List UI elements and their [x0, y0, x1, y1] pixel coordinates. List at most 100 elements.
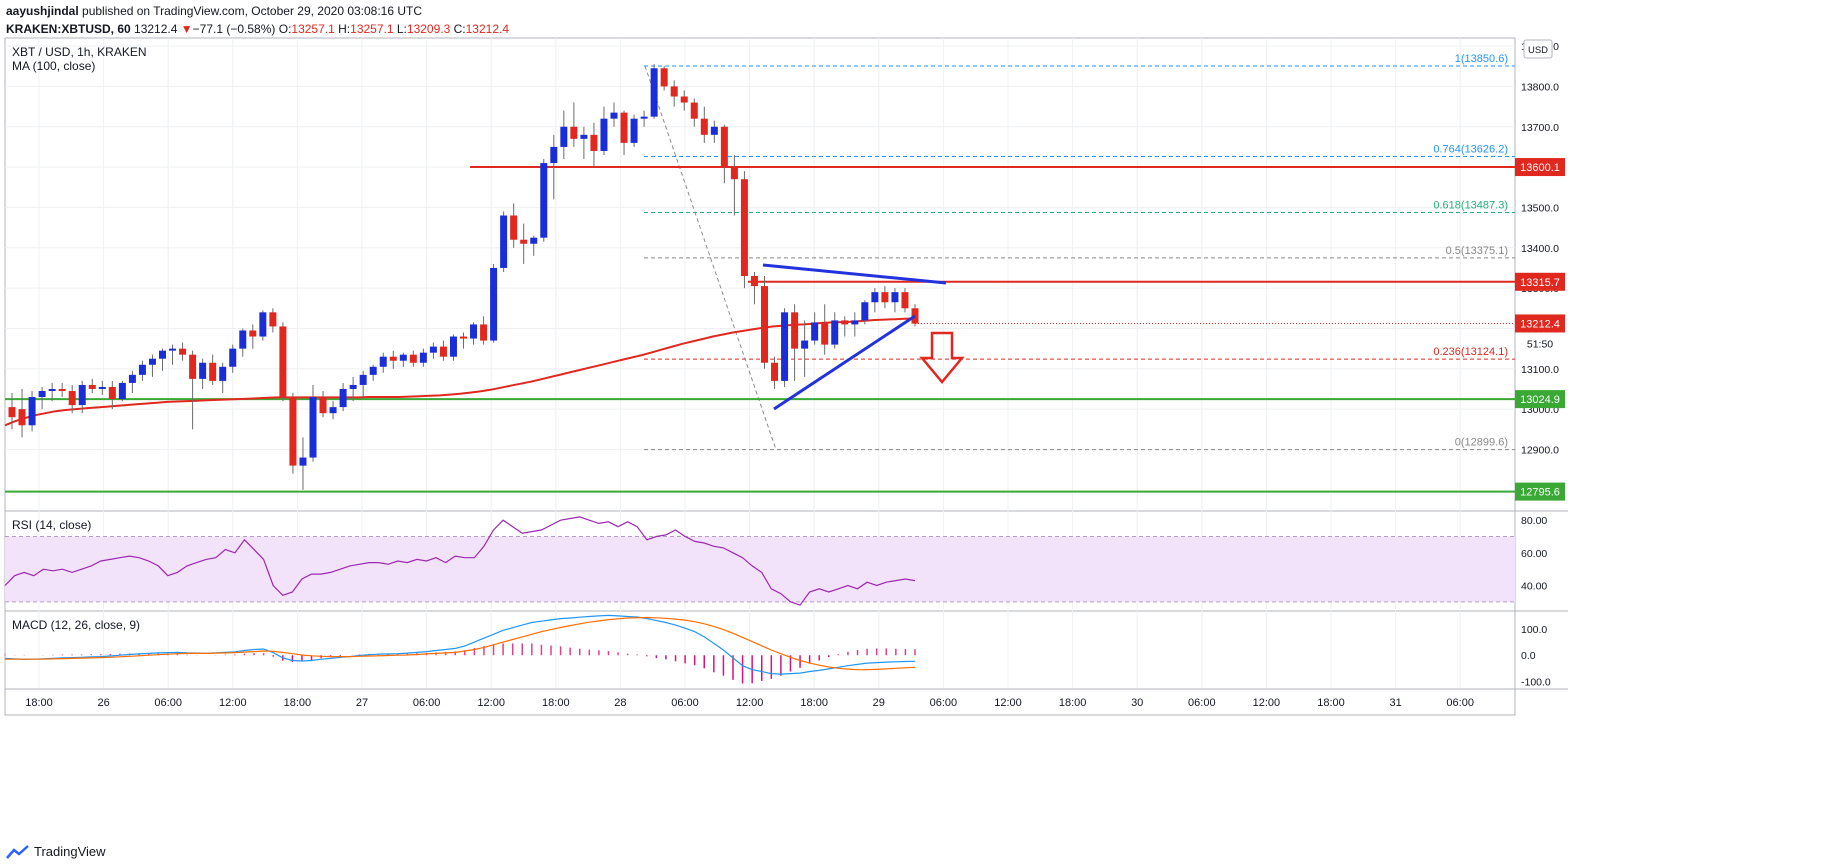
change-down-icon: ▼	[180, 22, 193, 36]
triangle-upper-trendline	[762, 263, 947, 285]
candle	[740, 171, 748, 289]
candle-body	[148, 358, 156, 365]
candle	[620, 110, 628, 155]
time-tick-label: 26	[97, 697, 109, 709]
candle	[359, 370, 367, 398]
candle	[640, 110, 648, 127]
candle	[670, 80, 678, 107]
candle-body	[520, 239, 528, 244]
candle	[831, 312, 839, 349]
candle	[901, 288, 909, 313]
author-link[interactable]: aayushjindal	[6, 4, 79, 18]
candle	[399, 352, 407, 367]
time-tick-label: 12:00	[219, 697, 247, 709]
triangle-lower-trendline	[773, 314, 916, 411]
candle	[48, 382, 56, 402]
candle	[600, 106, 608, 155]
candle-body	[249, 330, 257, 337]
candle	[349, 376, 357, 402]
time-tick-label: 06:00	[671, 697, 699, 709]
fib-level-label: 0.764(13626.2)	[1433, 144, 1508, 156]
candle-body	[710, 126, 718, 135]
candle-body	[369, 366, 377, 375]
candle	[429, 342, 437, 359]
candle-body	[28, 397, 36, 426]
candle	[791, 304, 799, 381]
candle-body	[38, 390, 46, 398]
candle	[128, 370, 136, 394]
candle	[700, 106, 708, 143]
candle-body	[771, 362, 779, 381]
candle-body	[650, 68, 658, 117]
candle-body	[399, 354, 407, 361]
candle-body	[169, 348, 177, 351]
rsi-band	[5, 536, 1515, 602]
resistance-13315-tag	[1515, 272, 1565, 291]
candle-body	[811, 322, 819, 341]
time-tick-label: 31	[1389, 697, 1401, 709]
candle-body	[911, 308, 919, 324]
candle	[460, 332, 467, 349]
fib-level-label: 0.236(13124.1)	[1433, 346, 1508, 358]
candle	[389, 350, 397, 369]
resistance-13600-tag	[1515, 158, 1565, 177]
candle-body	[289, 397, 297, 466]
rsi-tick-label: 40.00	[1521, 581, 1547, 593]
pane-title: XBT / USD, 1h, KRAKEN	[12, 45, 147, 59]
candle	[480, 316, 488, 345]
price-tick-label: 13400.0	[1521, 243, 1559, 255]
candle	[720, 124, 728, 184]
candle	[500, 211, 508, 272]
candle	[58, 382, 66, 398]
candle-body	[309, 397, 317, 458]
candle-body	[871, 292, 879, 303]
candle	[28, 390, 36, 432]
candle-body	[841, 320, 849, 325]
macd-signal-line	[5, 616, 916, 671]
time-tick-label: 18:00	[25, 697, 53, 709]
open-label: O:	[278, 22, 292, 36]
candle	[8, 393, 16, 430]
candle	[891, 288, 899, 313]
fib-level-label: 1(13850.6)	[1455, 53, 1508, 65]
candle	[189, 350, 197, 430]
publish-text: published on TradingView.com, October 29…	[78, 4, 423, 18]
price-tick-label: 13500.0	[1521, 202, 1559, 214]
candle	[490, 263, 498, 343]
candle	[560, 110, 568, 160]
candle	[610, 102, 618, 127]
candle	[219, 362, 227, 394]
resistance-13315-tag-label: 13315.7	[1520, 277, 1560, 289]
rsi-title: RSI (14, close)	[12, 518, 91, 532]
time-tick-label: 27	[356, 697, 368, 709]
candle	[339, 382, 347, 412]
candle-body	[219, 366, 227, 381]
candle	[18, 388, 26, 438]
candle-body	[640, 116, 648, 119]
time-tick-label: 06:00	[1188, 697, 1216, 709]
symbol-label[interactable]: KRAKEN:XBTUSD, 60	[6, 22, 131, 36]
time-tick-label: 18:00	[1059, 697, 1087, 709]
candle-body	[620, 112, 628, 143]
chart-frame	[4, 37, 1516, 716]
candle-body	[740, 179, 748, 277]
candle	[590, 122, 598, 168]
candle-body	[409, 354, 417, 363]
candle	[369, 364, 377, 381]
footer-brand[interactable]: TradingView	[6, 844, 106, 859]
candle-body	[761, 286, 768, 363]
candle-body	[660, 68, 668, 87]
candle-body	[470, 324, 478, 339]
candle-body	[851, 320, 859, 325]
candle-body	[630, 118, 638, 143]
candle-body	[379, 356, 387, 367]
candle-body	[138, 364, 146, 375]
candle	[530, 235, 538, 256]
candle	[118, 380, 126, 402]
candle-body	[159, 350, 166, 359]
candle-body	[680, 96, 688, 103]
macd-tick-label: 0.0	[1521, 650, 1536, 662]
rsi-tick-label: 80.00	[1521, 515, 1547, 527]
candle-body	[259, 312, 267, 337]
